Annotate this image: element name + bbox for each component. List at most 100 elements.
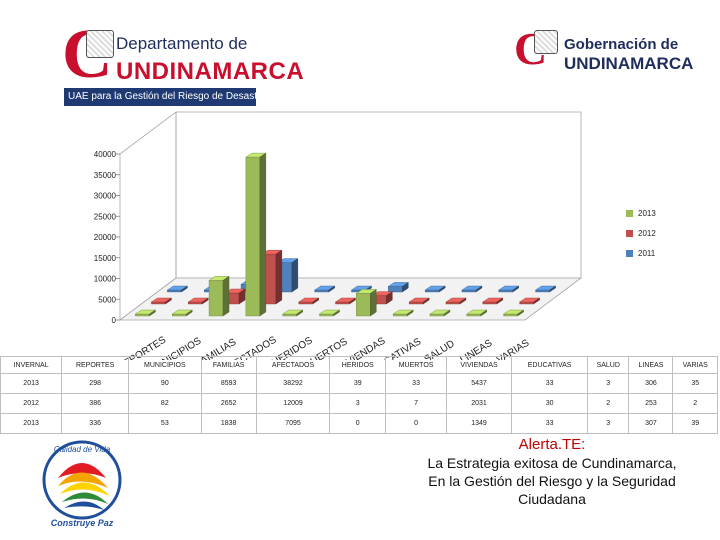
bar-2011-varias: [534, 285, 557, 293]
y-tick-label: 20000: [94, 233, 117, 242]
y-tick-label: 25000: [94, 212, 117, 221]
table-cell: 7095: [255, 413, 331, 434]
table-row: 2013 336 53 1838 7095 0 0 1349 33 3 307 39: [0, 413, 718, 434]
bar-2011-educativas: [424, 285, 446, 293]
bar-2013-familias: [208, 275, 230, 317]
chart-back-wall: [175, 111, 582, 279]
data-table: INVERNAL REPORTES MUNICIPIOS FAMILIAS AFECTA…: [0, 356, 718, 434]
logo-line1: Gobernación de: [564, 36, 679, 53]
table-row: 2012 386 82 2652 12009 3 7 2031 30 2 253 2: [0, 393, 718, 414]
bar-2012-viviendas: [371, 291, 393, 305]
bar-2012-heridos: [298, 297, 320, 305]
bar-2012-varias: [518, 297, 541, 305]
bar-2012-educativas: [408, 297, 430, 305]
logo-line2: UNDINAMARCA: [564, 54, 694, 73]
y-tick-label: 5000: [98, 295, 116, 304]
table-cell: 39: [329, 373, 387, 394]
table-cell: 7: [385, 393, 447, 414]
table-header-cell: FAMILIAS: [200, 356, 257, 374]
y-tick-label: 30000: [94, 192, 117, 201]
table-cell: 0: [329, 413, 387, 434]
table-cell: 30: [511, 393, 589, 414]
table-cell: 1838: [200, 413, 257, 434]
table-cell: 33: [511, 413, 589, 434]
table-cell: 5437: [445, 373, 513, 394]
table-cell: 2031: [445, 393, 513, 414]
legend-label: 2011: [638, 249, 656, 258]
y-tick-label: 10000: [94, 275, 117, 284]
table-cell: 336: [61, 413, 130, 434]
bar-2013-viviendas: [355, 289, 377, 317]
legend-label: 2012: [638, 229, 656, 238]
table-cell: 12009: [255, 393, 331, 414]
bar-2013-muertos: [318, 309, 341, 317]
table-cell: 386: [61, 393, 130, 414]
y-tick-label: 40000: [94, 150, 117, 159]
bar-2012-salud: [445, 297, 467, 305]
logo-swirl-red: [58, 463, 106, 478]
logo-line1: Departamento de: [116, 34, 248, 53]
y-tick-label: 15000: [94, 254, 117, 263]
bar-2012-muertos: [334, 297, 357, 305]
table-header-cell: HERIDOS: [329, 356, 387, 374]
table-cell: 39: [672, 413, 718, 434]
legend-swatch: [626, 210, 633, 217]
bar-2012-reportes: [150, 297, 173, 305]
alert-line3: Ciudadana: [518, 491, 586, 507]
bar-2011-reportes: [166, 285, 189, 293]
table-row: 2013 298 90 8593 38292 39 33 5437 33 3 306 35: [0, 373, 718, 394]
table-cell: 82: [128, 393, 202, 414]
bar-chart: 0 5000 10000 15000 20000 25000 30000 35000 40000…: [94, 111, 656, 360]
table-cell: 33: [511, 373, 589, 394]
table-cell: 2012: [0, 393, 63, 414]
table-header-cell: REPORTES: [61, 356, 130, 374]
bar-2012-municipios: [187, 297, 209, 305]
table-header-cell: SALUD: [587, 356, 630, 374]
bar-2013-municipios: [171, 309, 193, 317]
table-cell: 38292: [255, 373, 331, 394]
alert-line2: En la Gestión del Riesgo y la Seguridad: [428, 473, 676, 489]
table-header-cell: MUERTOS: [385, 356, 447, 374]
bar-2012-lineas: [482, 297, 504, 305]
bar-2013-varias: [502, 309, 525, 317]
logo-bottom-text: Construye Paz: [51, 518, 114, 528]
legend-swatch: [626, 250, 633, 257]
table-cell: 35: [672, 373, 718, 394]
bar-2011-viviendas: [387, 282, 409, 293]
table-header-cell: AFECTADOS: [255, 356, 331, 374]
table-cell: 2013: [0, 413, 63, 434]
table-cell: 2652: [200, 393, 257, 414]
alert-line1: La Estrategia exitosa de Cundinamarca,: [427, 455, 677, 471]
table-cell: 90: [128, 373, 202, 394]
table-cell: 3: [329, 393, 387, 414]
table-cell: 53: [128, 413, 202, 434]
table-header-cell: VARIAS: [672, 356, 718, 374]
logo-line2: UNDINAMARCA: [116, 58, 305, 85]
logo-top-text: Calidad de Vida: [54, 445, 111, 454]
bar-2011-heridos: [314, 285, 336, 293]
logo-swirl-orange: [58, 472, 108, 488]
calidad-de-vida-logo: Calidad de Vida Construye Paz: [42, 440, 122, 528]
table-header-row: INVERNAL REPORTES MUNICIPIOS FAMILIAS AFECTA…: [0, 356, 718, 374]
crest-icon: [86, 30, 114, 58]
gobernacion-logo: C Gobernación de UNDINAMARCA: [514, 24, 704, 74]
table-cell: 3: [587, 373, 630, 394]
table-cell: 8593: [200, 373, 257, 394]
table-cell: 2: [672, 393, 718, 414]
legend-label: 2013: [638, 209, 656, 218]
table-cell: 298: [61, 373, 130, 394]
table-cell: 3: [587, 413, 630, 434]
bar-2013-lineas: [466, 309, 488, 317]
alert-block: Alerta.TE: La Estrategia exitosa de Cund…: [392, 436, 712, 508]
bar-2013-heridos: [282, 309, 304, 317]
departamento-logo: C Departamento de UNDINAMARCA UAE para l…: [62, 20, 304, 108]
bar-2013-educativas: [392, 309, 414, 317]
crest-icon: [534, 30, 558, 54]
table-cell: 2013: [0, 373, 63, 394]
bar-2011-salud: [461, 285, 483, 293]
table-header-cell: VIVIENDAS: [445, 356, 513, 374]
bar-2013-reportes: [134, 309, 157, 317]
y-tick-label: 35000: [94, 171, 117, 180]
table-cell: 307: [628, 413, 674, 434]
logo-swirl-yellow: [60, 482, 110, 496]
